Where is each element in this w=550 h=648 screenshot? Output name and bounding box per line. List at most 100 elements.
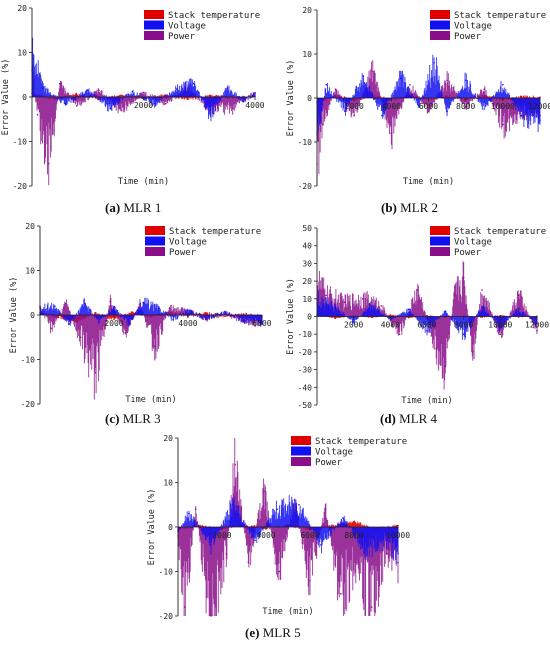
x-axis-label: Time (min) bbox=[118, 177, 169, 187]
point-voltage bbox=[399, 77, 402, 79]
chart-c: -20 -10 0 10 20 2000 4000 6000 Error Value (%) Ti… bbox=[9, 222, 272, 409]
x-tick-label: 10000 bbox=[491, 102, 515, 111]
point-voltage bbox=[205, 317, 208, 320]
point-stack-temperature bbox=[539, 96, 541, 98]
chart-b: -20 -10 0 10 20 2000 4000 6000 8000 10000 12000 Err… bbox=[286, 6, 550, 191]
point-voltage bbox=[109, 107, 111, 109]
point-power bbox=[79, 336, 82, 339]
point-voltage bbox=[172, 318, 174, 321]
x-axis-label: Time (min) bbox=[125, 395, 176, 405]
point-voltage bbox=[481, 306, 483, 309]
point-power bbox=[397, 561, 399, 564]
x-tick-label: 12000 bbox=[525, 321, 549, 330]
point-power bbox=[446, 79, 448, 82]
point-voltage bbox=[462, 333, 465, 335]
panel-a: -20 -10 0 10 20 2000 4000 Error Value (%) Time (… bbox=[0, 0, 275, 198]
point-voltage bbox=[188, 512, 190, 515]
point-power bbox=[278, 570, 280, 573]
point-voltage bbox=[128, 323, 130, 325]
panel-d: -50 -40 -30 -20 -10 0 10 20 30 40 50 2000 4000 6000 80… bbox=[275, 220, 550, 410]
point-voltage bbox=[499, 326, 502, 328]
x-tick-label: 4000 bbox=[245, 101, 264, 110]
point-voltage bbox=[254, 92, 256, 95]
point-stack-temperature bbox=[397, 524, 399, 527]
point-power bbox=[370, 606, 373, 608]
caption-e: (e) MLR 5 bbox=[245, 625, 301, 640]
point-power bbox=[386, 552, 388, 555]
point-power bbox=[124, 332, 126, 334]
y-tick-label: -50 bbox=[298, 401, 313, 410]
legend-label-voltage: Voltage bbox=[315, 448, 353, 458]
y-tick-label: 0 bbox=[307, 313, 312, 322]
point-voltage bbox=[142, 301, 145, 304]
point-voltage bbox=[446, 110, 448, 112]
panel-e: -20 -10 0 10 20 2000 4000 6000 8000 10000 Error Va… bbox=[135, 430, 415, 621]
panel-b: -20 -10 0 10 20 2000 4000 6000 8000 10000 12000 Err… bbox=[275, 0, 550, 198]
y-tick-label: -30 bbox=[298, 366, 313, 375]
y-axis-label: Error Value (%) bbox=[147, 489, 157, 566]
caption-b: (b) MLR 2 bbox=[381, 200, 439, 215]
y-tick-label: 20 bbox=[302, 277, 312, 286]
point-voltage bbox=[334, 306, 337, 309]
legend-label-stack-temperature: Stack temperature bbox=[315, 437, 407, 447]
point-voltage bbox=[68, 323, 71, 325]
point-voltage bbox=[64, 102, 67, 105]
x-tick-label: 4000 bbox=[256, 531, 275, 540]
point-voltage bbox=[433, 62, 435, 64]
x-tick-label: 6000 bbox=[252, 319, 271, 328]
point-stack-temperature bbox=[407, 316, 410, 319]
point-power bbox=[75, 105, 78, 107]
point-voltage bbox=[276, 508, 278, 510]
point-voltage bbox=[536, 322, 538, 325]
y-tick-label: 20 bbox=[25, 222, 35, 231]
series-voltage-trace bbox=[177, 495, 399, 564]
legend-label-voltage: Voltage bbox=[454, 238, 492, 248]
legend-label-power: Power bbox=[315, 458, 343, 468]
point-power bbox=[353, 114, 355, 117]
point-power bbox=[309, 579, 311, 582]
point-power bbox=[36, 114, 39, 116]
legend-swatch-voltage bbox=[291, 446, 311, 456]
point-stack-temperature bbox=[520, 95, 523, 98]
point-voltage bbox=[232, 503, 234, 506]
point-power bbox=[435, 347, 437, 350]
legend-label-voltage: Voltage bbox=[168, 22, 206, 32]
point-voltage bbox=[243, 100, 245, 103]
point-power bbox=[194, 508, 197, 510]
legend-label-voltage: Voltage bbox=[169, 238, 207, 248]
point-voltage bbox=[187, 309, 189, 312]
point-power bbox=[183, 606, 186, 608]
legend-swatch-voltage bbox=[430, 236, 450, 246]
point-voltage bbox=[157, 307, 160, 310]
y-tick-label: 0 bbox=[22, 93, 27, 102]
point-stack-temperature bbox=[389, 314, 392, 316]
x-tick-label: 6000 bbox=[417, 321, 436, 330]
point-power bbox=[263, 490, 265, 493]
point-power bbox=[334, 88, 337, 90]
y-tick-label: -10 bbox=[13, 138, 28, 147]
point-voltage bbox=[224, 310, 226, 313]
legend-swatch-stack-temperature bbox=[430, 10, 450, 19]
y-tick-label: -10 bbox=[298, 138, 313, 147]
point-voltage bbox=[539, 119, 541, 121]
point-stack-temperature bbox=[187, 98, 189, 101]
y-tick-label: 10 bbox=[25, 267, 35, 276]
point-power bbox=[50, 327, 52, 330]
point-voltage bbox=[192, 82, 195, 85]
series-power bbox=[31, 54, 256, 186]
y-tick-label: 20 bbox=[163, 434, 173, 443]
x-tick-label: 6000 bbox=[419, 102, 438, 111]
series-power bbox=[316, 60, 541, 186]
point-power bbox=[472, 351, 474, 353]
series-power-trace bbox=[31, 54, 256, 186]
point-voltage bbox=[153, 102, 156, 105]
y-tick-label: -10 bbox=[298, 330, 313, 339]
point-stack-temperature bbox=[131, 311, 134, 314]
point-voltage bbox=[86, 89, 89, 92]
y-tick-label: -40 bbox=[298, 383, 313, 392]
point-stack-temperature bbox=[334, 317, 337, 320]
y-tick-label: 10 bbox=[17, 49, 27, 58]
point-voltage bbox=[418, 106, 421, 108]
